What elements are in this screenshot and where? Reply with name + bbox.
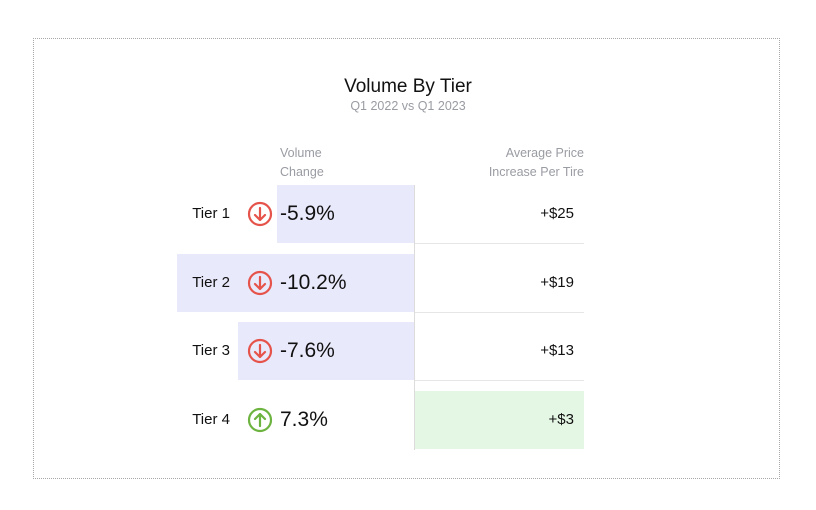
row-separator (415, 380, 584, 381)
chart-title: Volume By Tier (344, 76, 472, 97)
tier-label: Tier 3 (192, 342, 230, 359)
volume-change-value: -5.9% (280, 202, 335, 225)
avg-price-header: Average Price Increase Per Tire (440, 144, 584, 182)
column-divider (414, 185, 415, 450)
row-separator (415, 311, 584, 313)
volume-change-header-line-1: Volume (280, 146, 322, 160)
volume-bar (177, 253, 414, 312)
price-cell (415, 322, 584, 380)
volume-change-value: -10.2% (280, 270, 347, 294)
arrow-down-circle-icon (247, 270, 273, 296)
price-cell (415, 390, 584, 449)
volume-bar (237, 322, 414, 380)
arrow-down-circle-icon (247, 338, 273, 364)
price-increase-value: +$13 (540, 342, 574, 359)
avg-price-header-line-2: Increase Per Tire (488, 165, 584, 179)
price-cell (415, 185, 584, 243)
arrow-down-circle-icon (247, 201, 273, 227)
volume-change-header: Volume Change (280, 144, 324, 182)
tier-label: Tier 1 (192, 205, 230, 222)
volume-bar (277, 185, 414, 243)
price-cell (415, 253, 584, 312)
avg-price-header-line-1: Average Price (505, 146, 584, 160)
price-increase-value: +$3 (548, 410, 574, 428)
tier-label: Tier 2 (192, 273, 230, 291)
price-increase-value: +$19 (540, 273, 574, 291)
volume-change-header-line-2: Change (280, 165, 324, 179)
volume-change-value: 7.3% (280, 407, 328, 431)
chart-subtitle: Q1 2022 vs Q1 2023 (350, 99, 466, 113)
row-separator (415, 243, 584, 244)
tier-label: Tier 4 (192, 410, 230, 428)
volume-change-value: -7.6% (280, 339, 335, 362)
arrow-up-circle-icon (247, 407, 273, 433)
price-increase-value: +$25 (540, 205, 574, 222)
chart-frame (33, 38, 780, 479)
